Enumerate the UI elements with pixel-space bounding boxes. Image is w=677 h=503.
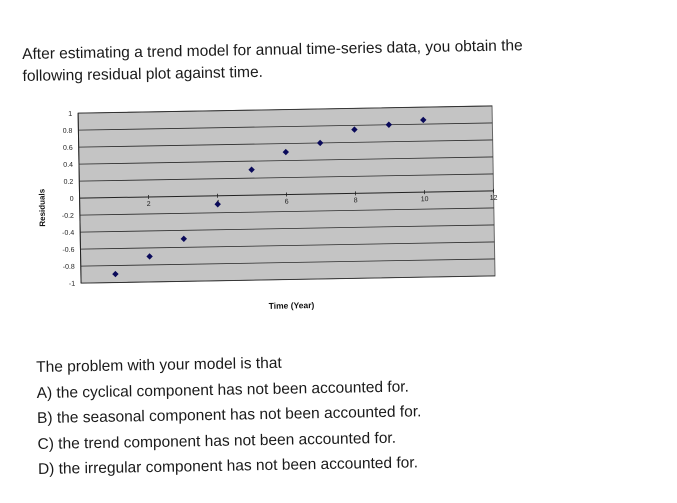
y-axis-line [77,113,82,284]
y-tick-label: -0.8 [63,264,75,271]
data-point [282,148,290,156]
x-tick-label: 10 [421,196,429,203]
data-point [214,201,221,208]
x-tick-label: 6 [285,198,289,205]
y-tick-label: 0.2 [64,179,74,186]
data-point [351,126,358,133]
y-tick-label: -1 [69,281,75,288]
data-points [112,116,427,278]
data-point [180,235,188,243]
y-tick-label: 0.4 [63,162,73,169]
y-tick-label: 0 [70,196,74,203]
grid-line [79,173,494,182]
grid-line [80,224,495,233]
data-point [248,166,255,173]
y-tick-label: -0.2 [62,213,74,220]
grid-line [78,156,493,165]
residual-plot-svg: 10.80.60.40.20-0.2-0.4-0.6-0.8-1 2468101… [37,105,498,311]
grid-line [80,241,495,250]
grid-line [79,207,494,216]
y-tick-label: 1 [68,111,72,118]
data-point [385,121,393,128]
data-point [146,253,153,260]
y-tick-label: 0.8 [63,128,73,135]
data-point [112,270,119,278]
residual-chart: 10.80.60.40.20-0.2-0.4-0.6-0.8-1 2468101… [30,100,504,323]
data-point [420,116,427,124]
answer-section: The problem with your model is that A) t… [36,345,638,483]
grid-line [80,258,495,267]
grid-line [78,105,493,114]
grid-line [81,275,496,284]
x-tick-label: 8 [354,197,358,204]
x-tick-label: 12 [490,195,498,202]
x-axis-label: Time (Year) [269,300,315,311]
data-point [316,139,324,147]
y-tick-label: -0.6 [62,247,74,254]
grid-line [78,139,493,148]
question-text: After estimating a trend model for annua… [22,33,653,88]
y-tick-labels: 1 0.8 0.6 0.4 0.2 0 -0.2 -0.4 -0.6 -0.8 -1 [62,111,75,288]
x-tick-label: 2 [147,201,151,208]
y-axis-label: Residuals [37,188,47,226]
y-tick-label: -0.4 [62,230,74,237]
grid-line [78,122,493,131]
y-tick-label: 0.6 [63,145,73,152]
grid-lines [78,105,496,284]
